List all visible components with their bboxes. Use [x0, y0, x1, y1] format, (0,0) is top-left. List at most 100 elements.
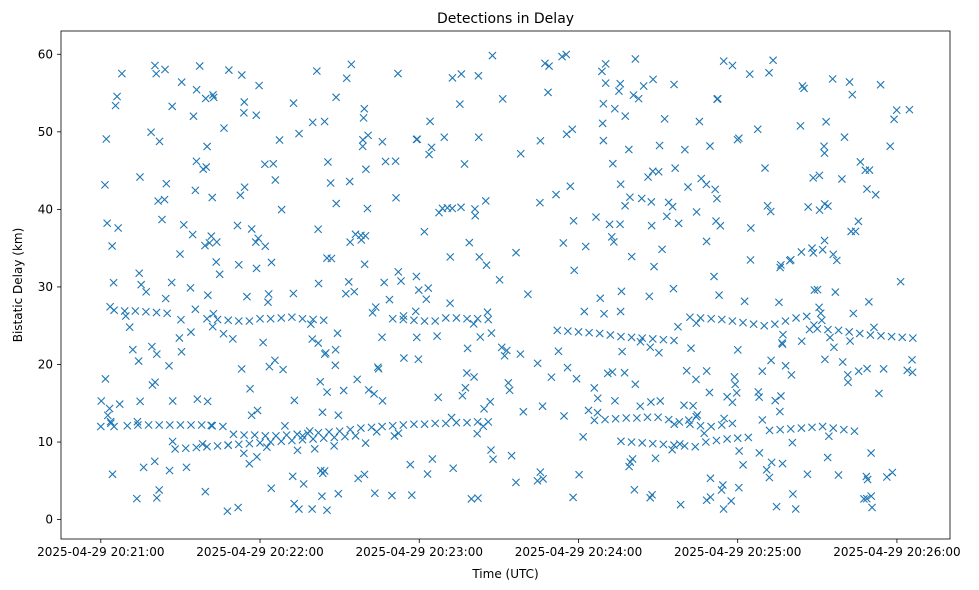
- data-point: [861, 166, 870, 175]
- data-point: [702, 237, 711, 246]
- data-point: [711, 185, 720, 194]
- x-tick-label: 2025-04-29 20:26:00: [833, 545, 960, 559]
- data-point: [101, 374, 110, 383]
- data-point: [113, 92, 122, 101]
- data-point: [607, 232, 616, 241]
- data-point: [151, 378, 160, 387]
- data-point: [778, 340, 787, 349]
- data-point: [413, 135, 422, 144]
- data-point: [692, 207, 701, 216]
- data-point: [535, 198, 544, 207]
- data-point: [247, 224, 256, 233]
- data-point: [791, 504, 800, 513]
- data-point: [809, 248, 818, 257]
- data-point: [414, 286, 423, 295]
- data-point: [584, 406, 593, 415]
- data-point: [192, 157, 201, 166]
- data-point: [399, 354, 408, 363]
- data-point: [580, 307, 589, 316]
- data-point: [788, 490, 797, 498]
- data-point: [820, 142, 829, 151]
- data-point: [547, 373, 556, 382]
- data-point: [864, 297, 873, 306]
- data-point: [566, 182, 575, 191]
- data-point: [331, 345, 340, 354]
- data-point: [462, 369, 471, 378]
- data-point: [761, 164, 770, 173]
- data-point: [431, 419, 440, 428]
- data-point: [473, 314, 482, 323]
- data-point: [239, 108, 248, 117]
- data-point: [840, 133, 849, 142]
- data-point: [320, 117, 329, 126]
- data-point: [739, 460, 748, 469]
- data-point: [260, 160, 269, 169]
- data-point: [636, 337, 645, 346]
- data-point: [691, 442, 700, 451]
- data-point: [787, 370, 796, 379]
- data-point: [798, 82, 807, 91]
- data-point: [399, 312, 408, 320]
- y-tick-label: 50: [38, 125, 53, 139]
- data-point: [271, 176, 280, 185]
- data-point: [888, 468, 897, 477]
- data-point: [179, 220, 188, 229]
- data-point: [411, 307, 420, 316]
- data-point: [644, 173, 653, 182]
- data-point: [760, 321, 769, 330]
- data-point: [176, 250, 184, 259]
- data-point: [123, 421, 132, 430]
- data-point: [614, 87, 623, 96]
- data-point: [165, 421, 174, 429]
- data-point: [487, 329, 496, 338]
- data-point: [458, 391, 467, 400]
- data-point: [340, 432, 349, 441]
- data-point: [381, 157, 390, 166]
- data-point: [299, 479, 308, 488]
- data-point: [650, 262, 659, 271]
- data-point: [600, 309, 609, 318]
- data-point: [601, 59, 610, 68]
- data-point: [680, 145, 689, 154]
- data-point: [489, 455, 498, 464]
- data-point: [617, 287, 626, 296]
- data-point: [357, 235, 366, 244]
- data-point: [441, 313, 450, 322]
- data-point: [867, 492, 876, 501]
- data-point: [908, 368, 917, 377]
- data-point: [332, 93, 341, 102]
- data-point: [339, 386, 348, 395]
- x-tick-label: 2025-04-29 20:23:00: [356, 545, 483, 559]
- data-point: [675, 417, 684, 426]
- data-point: [452, 313, 461, 322]
- data-point: [370, 389, 379, 398]
- data-point: [203, 291, 212, 300]
- data-point: [676, 500, 685, 509]
- chart-title: Detections in Delay: [437, 11, 574, 27]
- data-point: [318, 408, 327, 417]
- data-point: [469, 319, 478, 328]
- data-point: [388, 314, 397, 323]
- data-point: [803, 470, 812, 479]
- data-point: [233, 221, 242, 230]
- data-point: [664, 198, 673, 207]
- data-point: [102, 135, 111, 143]
- data-point: [422, 295, 431, 304]
- data-point: [797, 248, 806, 257]
- data-point: [862, 185, 871, 193]
- data-point: [161, 65, 170, 74]
- data-point: [387, 491, 396, 500]
- data-point: [877, 331, 885, 340]
- data-point: [715, 291, 724, 300]
- data-point: [818, 422, 827, 431]
- plot-area: [60, 30, 951, 540]
- data-point: [740, 297, 749, 306]
- data-point: [778, 459, 787, 468]
- data-point: [616, 180, 625, 189]
- data-point: [648, 334, 657, 343]
- data-point: [639, 82, 648, 90]
- data-point: [267, 484, 276, 493]
- data-point: [428, 455, 437, 463]
- data-point: [684, 183, 692, 192]
- data-point: [128, 345, 137, 354]
